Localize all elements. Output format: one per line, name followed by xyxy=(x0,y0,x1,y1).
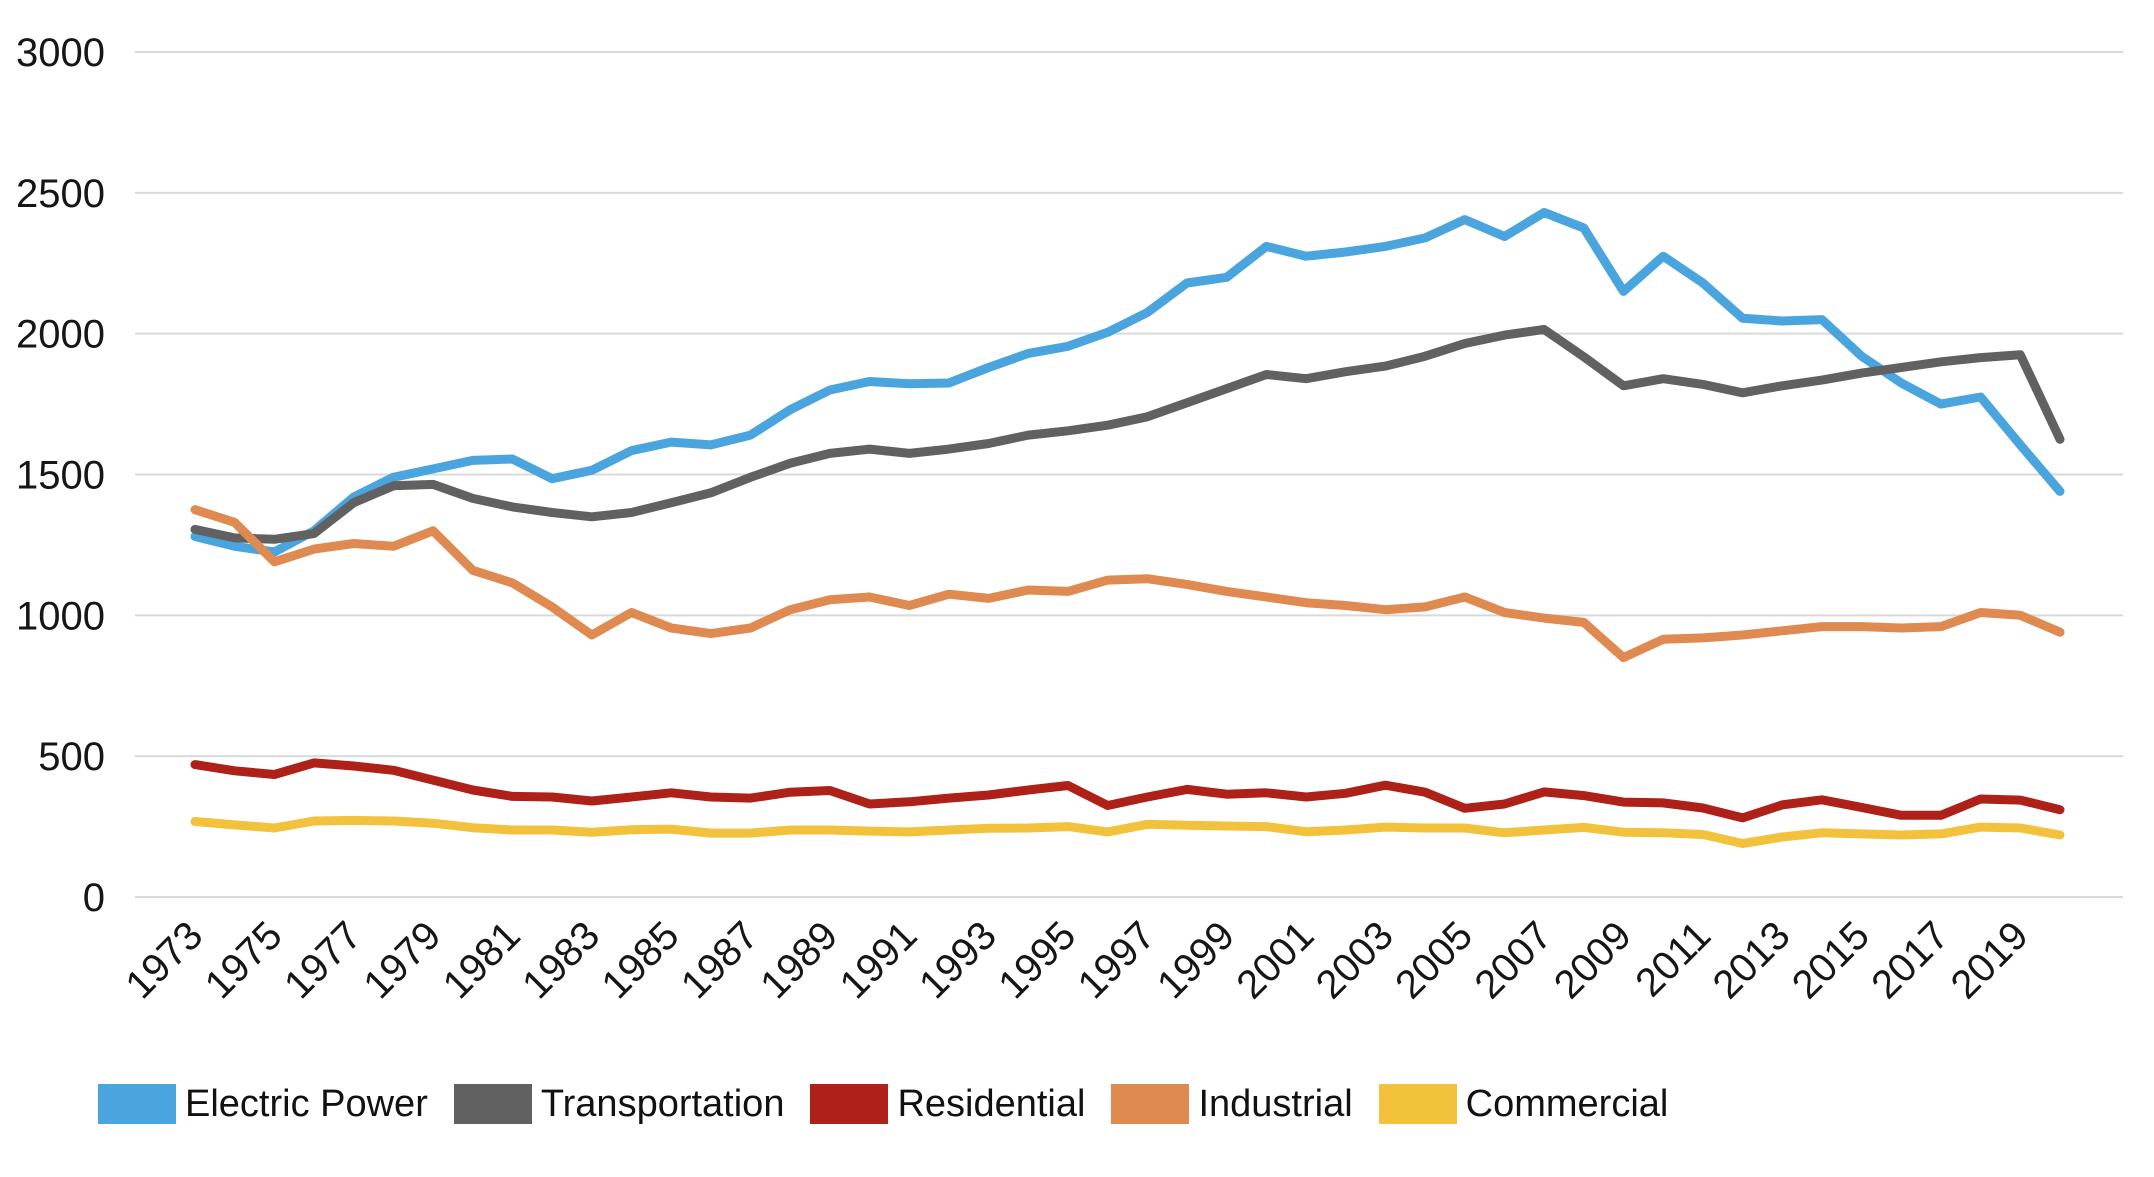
x-tick-label-1993: 1993 xyxy=(911,913,1005,1007)
legend-swatch-industrial xyxy=(1111,1084,1190,1124)
series-line-transportation xyxy=(190,324,2065,544)
y-tick-label-2500: 2500 xyxy=(16,172,105,216)
x-tick-label-1981: 1981 xyxy=(435,913,529,1007)
series-line-industrial xyxy=(190,505,2065,663)
x-tick-label-1997: 1997 xyxy=(1070,913,1164,1007)
legend-swatch-transportation xyxy=(453,1084,532,1124)
x-tick-label-2005: 2005 xyxy=(1387,913,1481,1007)
y-tick-label-2000: 2000 xyxy=(16,313,105,357)
x-tick-label-1985: 1985 xyxy=(594,913,688,1007)
x-tick-label-1991: 1991 xyxy=(832,913,926,1007)
x-tick-label-2009: 2009 xyxy=(1546,913,1640,1007)
y-tick-label-1000: 1000 xyxy=(16,594,105,638)
legend-label-transportation: Transportation xyxy=(540,1082,785,1125)
series-line-residential xyxy=(190,758,2065,823)
legend-item-transportation: Transportation xyxy=(453,1082,785,1126)
legend-item-residential: Residential xyxy=(810,1083,1085,1126)
x-tick-label-1977: 1977 xyxy=(276,913,370,1007)
x-tick-label-1999: 1999 xyxy=(1149,913,1243,1007)
x-tick-label-1989: 1989 xyxy=(752,913,846,1007)
x-tick-label-2001: 2001 xyxy=(1228,913,1322,1007)
legend-swatch-commercial xyxy=(1378,1084,1457,1124)
x-tick-label-1995: 1995 xyxy=(990,913,1084,1007)
legend-label-industrial: Industrial xyxy=(1198,1082,1353,1125)
legend-label-electric-power: Electric Power xyxy=(185,1082,428,1125)
x-tick-label-1979: 1979 xyxy=(355,913,449,1007)
y-tick-label-3000: 3000 xyxy=(16,31,105,75)
legend-label-residential: Residential xyxy=(897,1082,1086,1125)
legend-item-industrial: Industrial xyxy=(1111,1082,1353,1126)
x-tick-label-2019: 2019 xyxy=(1943,913,2037,1007)
x-tick-label-1987: 1987 xyxy=(673,913,767,1007)
x-tick-label-2017: 2017 xyxy=(1863,913,1957,1007)
x-tick-label-1973: 1973 xyxy=(117,913,211,1007)
x-tick-label-1983: 1983 xyxy=(514,913,608,1007)
series-line-commercial xyxy=(190,815,2065,848)
x-tick-label-2011: 2011 xyxy=(1627,913,1719,1005)
x-tick-label-1975: 1975 xyxy=(197,913,291,1007)
x-tick-label-2003: 2003 xyxy=(1308,913,1402,1007)
y-tick-label-1500: 1500 xyxy=(16,454,105,498)
y-tick-label-0: 0 xyxy=(83,876,105,920)
x-tick-label-2007: 2007 xyxy=(1466,913,1560,1007)
chart-legend: Electric Power Transportation Residential I… xyxy=(98,1072,1668,1136)
y-tick-label-500: 500 xyxy=(38,735,105,779)
chart-canvas: 0 500 1000 1500 2000 2500 3000 1973197519771979… xyxy=(16,31,2123,1007)
x-tick-label-2015: 2015 xyxy=(1784,913,1878,1007)
legend-swatch-residential xyxy=(810,1084,889,1124)
series-line-electric-power xyxy=(190,208,2065,557)
legend-item-electric-power: Electric Power xyxy=(98,1083,428,1126)
legend-item-commercial: Commercial xyxy=(1378,1082,1669,1126)
legend-label-commercial: Commercial xyxy=(1465,1082,1669,1125)
x-tick-label-2013: 2013 xyxy=(1705,913,1799,1007)
legend-swatch-electric-power xyxy=(98,1084,176,1124)
